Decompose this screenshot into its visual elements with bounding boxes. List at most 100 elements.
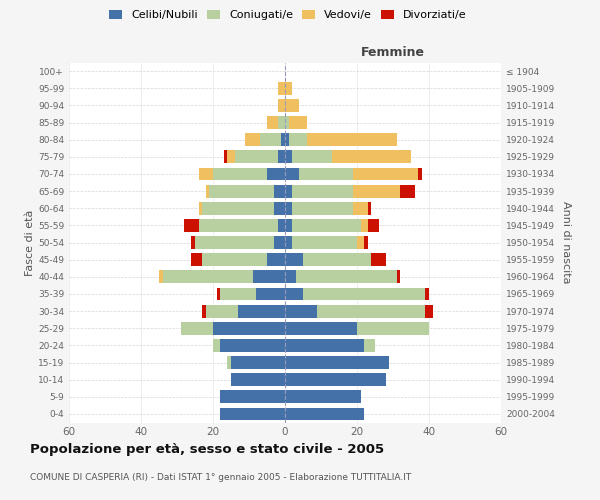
Bar — [292, 236, 357, 249]
Bar — [206, 304, 238, 318]
Bar — [220, 390, 285, 403]
Bar — [202, 202, 274, 214]
Bar — [235, 150, 278, 163]
Bar — [303, 288, 425, 300]
Bar — [292, 184, 353, 198]
Bar — [238, 304, 285, 318]
Bar — [332, 150, 411, 163]
Bar — [227, 356, 231, 369]
Bar — [285, 116, 289, 129]
Bar — [274, 184, 285, 198]
Bar — [303, 253, 371, 266]
Bar — [353, 202, 368, 214]
Bar — [191, 253, 202, 266]
Bar — [199, 219, 278, 232]
Bar — [217, 288, 220, 300]
Bar — [253, 270, 285, 283]
Bar — [224, 150, 227, 163]
Bar — [159, 270, 163, 283]
Bar — [199, 168, 213, 180]
Bar — [220, 408, 285, 420]
Bar — [307, 133, 397, 146]
Bar — [418, 168, 422, 180]
Bar — [220, 288, 256, 300]
Bar — [213, 168, 267, 180]
Bar — [285, 184, 292, 198]
Bar — [206, 184, 209, 198]
Bar — [281, 133, 285, 146]
Bar — [285, 270, 296, 283]
Bar — [267, 168, 285, 180]
Bar — [195, 236, 274, 249]
Bar — [278, 99, 285, 112]
Bar — [199, 202, 202, 214]
Bar — [285, 322, 357, 334]
Text: Popolazione per età, sesso e stato civile - 2005: Popolazione per età, sesso e stato civil… — [30, 442, 384, 456]
Bar — [285, 150, 292, 163]
Bar — [278, 116, 285, 129]
Bar — [353, 184, 400, 198]
Bar — [260, 133, 281, 146]
Bar — [425, 304, 433, 318]
Bar — [231, 373, 285, 386]
Bar — [361, 219, 368, 232]
Bar — [274, 236, 285, 249]
Bar — [285, 133, 289, 146]
Bar — [285, 168, 299, 180]
Bar — [267, 116, 278, 129]
Bar — [317, 304, 425, 318]
Text: Femmine: Femmine — [361, 46, 425, 59]
Bar — [285, 253, 303, 266]
Bar — [227, 150, 235, 163]
Bar — [400, 184, 415, 198]
Bar — [285, 236, 292, 249]
Bar — [285, 408, 364, 420]
Bar — [245, 133, 260, 146]
Bar — [289, 116, 307, 129]
Bar — [285, 390, 361, 403]
Bar — [220, 339, 285, 352]
Bar — [285, 219, 292, 232]
Bar — [292, 150, 332, 163]
Bar — [231, 356, 285, 369]
Bar — [353, 168, 418, 180]
Bar — [285, 82, 292, 94]
Bar — [285, 339, 364, 352]
Bar — [397, 270, 400, 283]
Bar — [278, 219, 285, 232]
Bar — [202, 304, 206, 318]
Bar — [292, 202, 353, 214]
Bar — [285, 373, 386, 386]
Bar — [285, 202, 292, 214]
Bar — [213, 339, 220, 352]
Bar — [289, 133, 307, 146]
Bar — [278, 82, 285, 94]
Bar — [368, 202, 371, 214]
Bar — [371, 253, 386, 266]
Bar — [213, 322, 285, 334]
Bar — [357, 322, 429, 334]
Bar — [184, 219, 199, 232]
Bar — [274, 202, 285, 214]
Bar — [278, 150, 285, 163]
Bar — [267, 253, 285, 266]
Y-axis label: Anni di nascita: Anni di nascita — [560, 201, 571, 284]
Bar — [202, 253, 267, 266]
Bar — [256, 288, 285, 300]
Bar — [191, 236, 195, 249]
Bar — [296, 270, 397, 283]
Bar — [292, 219, 361, 232]
Bar — [285, 304, 317, 318]
Bar — [425, 288, 429, 300]
Bar — [285, 99, 299, 112]
Bar — [357, 236, 364, 249]
Y-axis label: Fasce di età: Fasce di età — [25, 210, 35, 276]
Bar — [209, 184, 274, 198]
Bar — [181, 322, 213, 334]
Bar — [368, 219, 379, 232]
Bar — [364, 236, 368, 249]
Bar — [163, 270, 253, 283]
Legend: Celibi/Nubili, Coniugati/e, Vedovi/e, Divorziati/e: Celibi/Nubili, Coniugati/e, Vedovi/e, Di… — [105, 6, 471, 25]
Bar — [364, 339, 375, 352]
Bar — [285, 288, 303, 300]
